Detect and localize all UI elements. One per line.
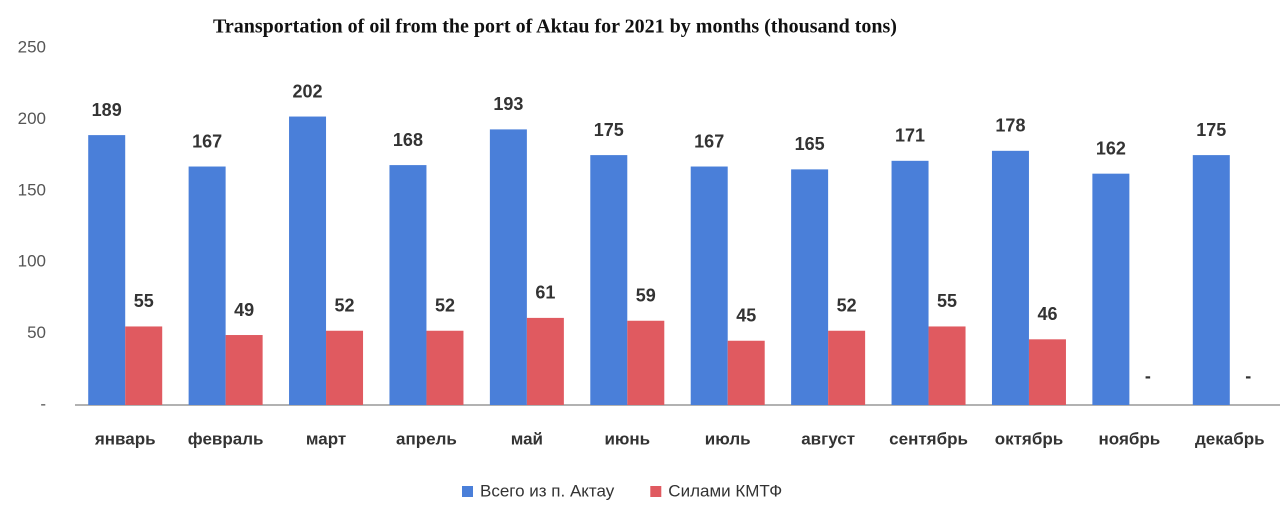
data-label: 52 <box>335 295 355 315</box>
bar <box>690 166 728 405</box>
bar <box>389 165 427 405</box>
bar <box>1092 173 1130 405</box>
data-label: 168 <box>393 130 423 150</box>
y-tick-label: 200 <box>18 109 46 128</box>
bar <box>225 335 263 405</box>
bar <box>326 330 364 405</box>
bar <box>125 326 163 405</box>
data-label: 193 <box>493 94 523 114</box>
data-label: 59 <box>636 285 656 305</box>
x-tick-label: июнь <box>604 429 650 448</box>
data-label: 178 <box>995 116 1025 136</box>
x-tick-label: ноябрь <box>1099 429 1161 448</box>
y-tick-label: 50 <box>27 323 46 342</box>
bar <box>928 326 966 405</box>
x-tick-label: июль <box>705 429 751 448</box>
data-label: - <box>1145 366 1151 386</box>
legend-swatch <box>650 486 662 497</box>
data-label: 52 <box>435 295 455 315</box>
data-label: 189 <box>92 100 122 120</box>
bar <box>88 135 126 405</box>
x-tick-label: январь <box>94 429 156 448</box>
bar <box>1028 339 1066 405</box>
data-label: 45 <box>736 305 756 325</box>
data-label: 46 <box>1037 304 1057 324</box>
x-tick-label: август <box>801 429 855 448</box>
x-tick-label: март <box>306 429 346 448</box>
bar <box>727 340 765 405</box>
bar <box>791 169 829 405</box>
y-tick-label: 100 <box>18 252 46 271</box>
data-label: 52 <box>837 295 857 315</box>
x-tick-label: февраль <box>188 429 264 448</box>
x-tick-label: декабрь <box>1195 429 1265 448</box>
bar <box>526 317 564 405</box>
bar <box>627 320 665 405</box>
data-label: 165 <box>795 134 825 154</box>
bar <box>991 150 1029 405</box>
data-label: 55 <box>937 291 957 311</box>
bar <box>891 160 929 405</box>
bar <box>289 116 327 405</box>
x-tick-label: сентябрь <box>889 429 968 448</box>
x-tick-label: октябрь <box>995 429 1063 448</box>
legend-label: Силами КМТФ <box>668 481 782 500</box>
data-label: 61 <box>535 283 555 303</box>
data-label: - <box>1245 366 1251 386</box>
bar <box>1192 155 1230 405</box>
y-tick-label: 150 <box>18 180 46 199</box>
y-tick-label: - <box>40 394 46 413</box>
data-label: 167 <box>694 131 724 151</box>
data-label: 175 <box>1196 120 1226 140</box>
x-tick-label: апрель <box>396 429 457 448</box>
data-label: 162 <box>1096 138 1126 158</box>
bar <box>489 129 527 405</box>
bar <box>426 330 464 405</box>
bar <box>188 166 226 405</box>
bar <box>590 155 628 405</box>
data-label: 171 <box>895 126 925 146</box>
y-tick-label: 250 <box>18 37 46 56</box>
legend-label: Всего из п. Актау <box>480 481 615 500</box>
bar <box>828 330 866 405</box>
data-label: 167 <box>192 131 222 151</box>
data-label: 202 <box>293 81 323 101</box>
legend-swatch <box>462 486 473 497</box>
data-label: 175 <box>594 120 624 140</box>
x-tick-label: май <box>511 429 543 448</box>
data-label: 55 <box>134 291 154 311</box>
data-label: 49 <box>234 300 254 320</box>
chart-title: Transportation of oil from the port of A… <box>213 16 897 38</box>
